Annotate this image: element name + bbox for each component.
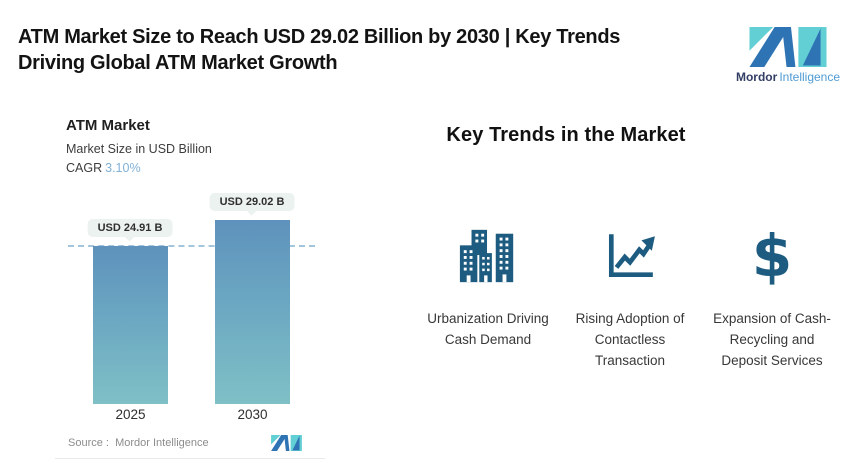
mordor-mini-logo-icon xyxy=(271,435,302,451)
source-attribution: Source : Mordor Intelligence xyxy=(68,437,209,449)
bar-2030 xyxy=(215,220,290,404)
trends-heading: Key Trends in the Market xyxy=(446,124,686,146)
mordor-logo-mark-icon xyxy=(749,27,827,67)
value-pill-2025: USD 24.91 B xyxy=(87,219,173,238)
page-title-line2: Driving Global ATM Market Growth xyxy=(18,52,338,74)
trend-item-contactless: Rising Adoption of Contactless Transacti… xyxy=(564,226,696,371)
trends-row: Urbanization Driving Cash Demand Rising … xyxy=(422,226,838,371)
value-label-2030: USD 29.02 B xyxy=(209,193,295,216)
brand-wordmark: Mordor Intelligence xyxy=(736,70,840,84)
brand-name-secondary: Intelligence xyxy=(779,70,841,84)
trend-label-contactless: Rising Adoption of Contactless Transacti… xyxy=(575,311,685,368)
reference-dashed-line xyxy=(68,245,315,248)
dollar-sign-icon: $ xyxy=(751,222,793,290)
trend-label-cash-recycling: Expansion of Cash-Recycling and Deposit … xyxy=(713,311,831,368)
x-axis-label-2025: 2025 xyxy=(115,407,146,422)
chart-title: ATM Market xyxy=(66,117,150,134)
cagr-value: 3.10% xyxy=(105,161,141,175)
trend-label-urbanization: Urbanization Driving Cash Demand xyxy=(427,311,549,347)
brand-name-primary: Mordor xyxy=(735,70,778,84)
chart-subtitle: Market Size in USD Billion xyxy=(66,142,212,156)
bar-chart-plot-area: USD 24.91 B USD 29.02 B xyxy=(40,105,330,404)
trend-item-cash-recycling: $ Expansion of Cash-Recycling and Deposi… xyxy=(706,226,838,371)
card-bottom-divider xyxy=(55,458,325,459)
x-axis-label-2030: 2030 xyxy=(237,407,268,422)
chart-cagr: CAGR 3.10% xyxy=(66,161,141,175)
value-label-2025: USD 24.91 B xyxy=(87,219,173,242)
page-title-line1: ATM Market Size to Reach USD 29.02 Billi… xyxy=(18,26,621,48)
mordor-intelligence-logo: Mordor Intelligence xyxy=(736,27,840,84)
page-title: ATM Market Size to Reach USD 29.02 Billi… xyxy=(18,24,718,76)
trend-item-urbanization: Urbanization Driving Cash Demand xyxy=(422,226,554,371)
growth-chart-icon xyxy=(603,226,657,286)
city-buildings-icon xyxy=(457,226,519,286)
cagr-label: CAGR xyxy=(66,161,103,175)
source-row: Source : Mordor Intelligence xyxy=(68,435,302,451)
value-pill-2030: USD 29.02 B xyxy=(209,193,295,212)
bar-2025 xyxy=(93,246,168,404)
atm-market-chart-card: USD 24.91 B USD 29.02 B ATM Market Marke… xyxy=(40,105,330,470)
